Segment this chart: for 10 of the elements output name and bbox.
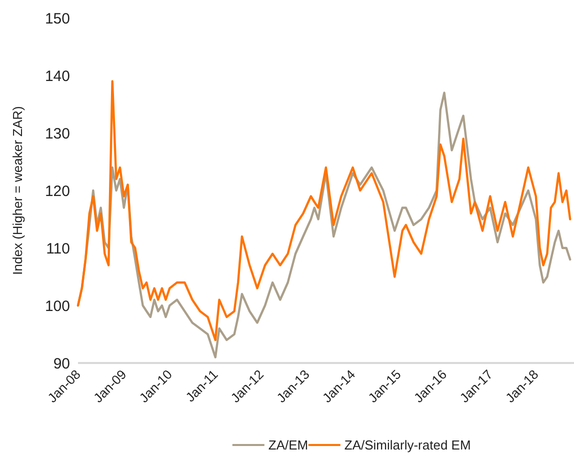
legend-label: ZA/EM	[268, 438, 308, 453]
y-tick-label: 90	[53, 355, 70, 372]
y-tick-label: 140	[44, 68, 70, 85]
y-tick-label: 120	[44, 182, 70, 200]
y-axis-title: Index (Higher = weaker ZAR)	[10, 106, 25, 275]
y-tick-label: 100	[44, 298, 70, 315]
y-tick-label: 110	[46, 240, 70, 258]
y-tick-label: 150	[44, 10, 70, 28]
legend-label: ZA/Similarly-rated EM	[344, 438, 471, 453]
y-tick-label: 130	[44, 125, 70, 142]
